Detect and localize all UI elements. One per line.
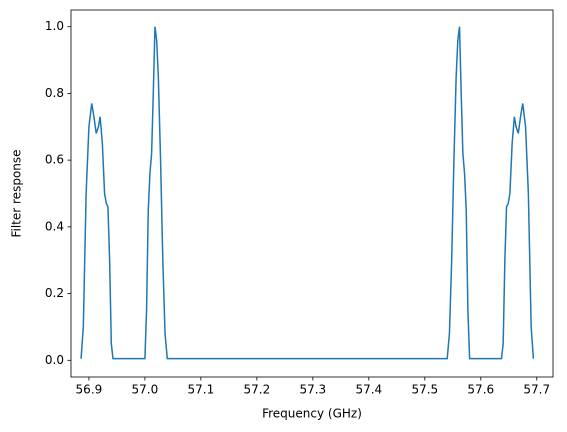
axes-frame — [70, 9, 554, 378]
x-tick-label: 57.4 — [355, 383, 382, 397]
y-tick-label: 0.0 — [45, 353, 64, 367]
x-tick-label: 57.3 — [299, 383, 326, 397]
y-tick-label: 0.8 — [45, 86, 64, 100]
x-axis-label: Frequency (GHz) — [262, 407, 362, 421]
y-tick-label: 0.4 — [45, 219, 64, 233]
x-tick-label: 57.1 — [188, 383, 215, 397]
x-tick-label: 57.6 — [467, 383, 494, 397]
y-tick-label: 0.6 — [45, 153, 64, 167]
y-tick-label: 0.2 — [45, 286, 64, 300]
x-tick-label: 56.9 — [76, 383, 103, 397]
x-tick-label: 57.0 — [132, 383, 159, 397]
x-tick-label: 57.5 — [411, 383, 438, 397]
x-tick-label: 57.2 — [243, 383, 270, 397]
line-series — [80, 26, 535, 360]
y-axis-label: Filter response — [10, 149, 24, 237]
y-tick-label: 1.0 — [45, 19, 64, 33]
x-tick-label: 57.7 — [523, 383, 550, 397]
